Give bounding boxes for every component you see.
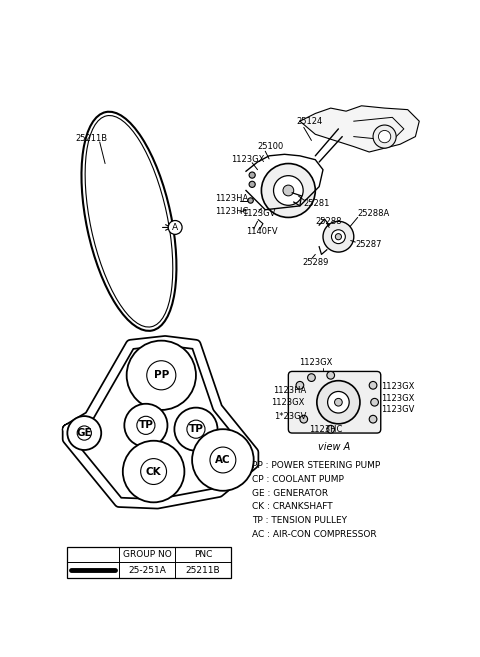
Text: view A: view A [318,442,351,452]
Text: GROUP NO: GROUP NO [123,550,171,559]
Circle shape [137,417,155,434]
Circle shape [308,374,315,382]
Circle shape [124,404,168,447]
Polygon shape [300,106,419,152]
Text: 1123GX: 1123GX [381,394,414,403]
Text: GE : GENERATOR: GE : GENERATOR [252,489,328,497]
Circle shape [369,382,377,389]
Text: PNC: PNC [194,550,212,559]
Circle shape [141,459,167,484]
Circle shape [249,172,255,178]
Text: TP: TP [189,424,204,434]
Text: 25-251A: 25-251A [128,566,166,575]
Text: 25287: 25287 [355,240,382,249]
Text: A: A [172,223,178,232]
Text: 1123GX: 1123GX [299,357,332,367]
Text: 25100: 25100 [258,142,284,151]
Circle shape [123,441,184,503]
Text: AC: AC [215,455,231,465]
Text: 1123GX: 1123GX [230,155,264,164]
Circle shape [296,382,304,389]
Bar [67,547,230,578]
Circle shape [147,361,176,390]
Text: 1123GX: 1123GX [271,397,304,407]
Text: 25281: 25281 [304,199,330,208]
Text: 1123HA: 1123HA [273,386,306,396]
Circle shape [300,415,308,423]
Text: GE: GE [76,428,92,438]
Circle shape [378,131,391,143]
Text: 25289: 25289 [302,258,329,267]
Circle shape [373,125,396,148]
Circle shape [369,415,377,423]
FancyBboxPatch shape [288,371,381,433]
Text: 1*23GV: 1*23GV [275,411,307,420]
Circle shape [371,398,378,406]
Text: 1140FV: 1140FV [246,227,277,236]
Circle shape [249,181,255,187]
Circle shape [248,198,253,203]
Text: AC : AIR-CON COMPRESSOR: AC : AIR-CON COMPRESSOR [252,530,377,539]
Text: 1123HC: 1123HC [215,207,249,215]
Circle shape [332,230,345,244]
Circle shape [327,371,335,379]
Text: TP: TP [138,420,153,430]
Circle shape [262,164,315,217]
Circle shape [336,234,341,240]
Circle shape [187,420,205,438]
Circle shape [210,447,236,473]
Circle shape [127,340,196,410]
Text: 1123GV: 1123GV [381,405,414,415]
Text: 1123GX: 1123GX [381,382,414,392]
Text: 1123HC: 1123HC [309,424,343,434]
Text: CK : CRANKSHAFT: CK : CRANKSHAFT [252,503,333,511]
Text: 25288: 25288 [315,217,342,226]
Circle shape [335,398,342,406]
Text: PP: PP [154,371,169,380]
Text: CK: CK [146,466,161,476]
Circle shape [192,429,254,491]
Text: 25124: 25124 [296,117,322,125]
Text: 1123GV: 1123GV [242,209,276,218]
Circle shape [327,425,335,433]
Circle shape [77,426,91,440]
Circle shape [283,185,294,196]
Circle shape [174,407,217,451]
Text: 1123HA: 1123HA [215,194,249,203]
Text: TP : TENSION PULLEY: TP : TENSION PULLEY [252,516,347,526]
Circle shape [274,175,303,205]
Circle shape [328,392,349,413]
Circle shape [168,221,182,235]
Circle shape [67,416,101,450]
Circle shape [317,380,360,424]
Text: 25211B: 25211B [186,566,220,575]
Text: 25211B: 25211B [75,135,107,143]
Text: CP : COOLANT PUMP: CP : COOLANT PUMP [252,475,344,484]
Text: PP : POWER STEERING PUMP: PP : POWER STEERING PUMP [252,461,381,470]
Circle shape [323,221,354,252]
Text: 25288A: 25288A [358,209,390,218]
